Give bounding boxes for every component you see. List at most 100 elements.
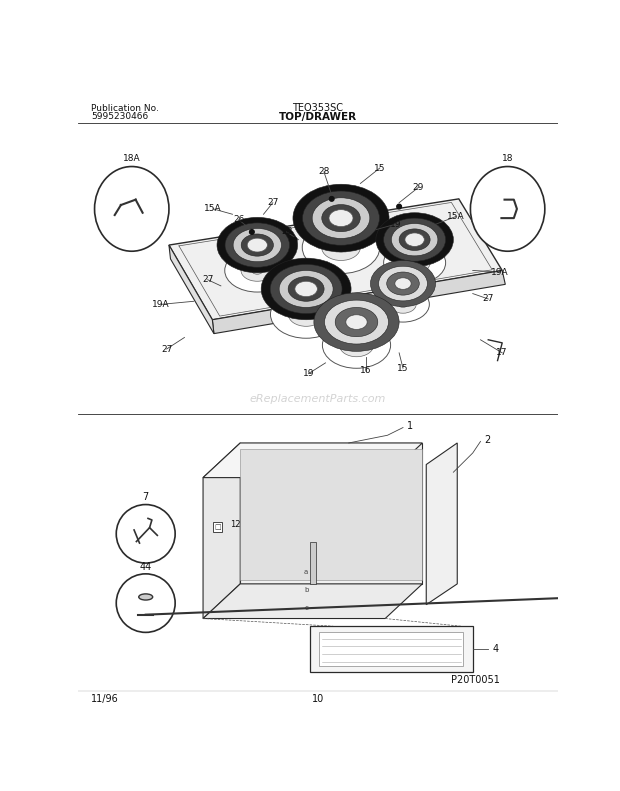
Polygon shape [310,542,316,584]
Ellipse shape [224,249,290,292]
Text: TEO353SC: TEO353SC [292,103,343,112]
Text: 4: 4 [492,645,498,654]
Ellipse shape [217,218,298,273]
Text: 5995230466: 5995230466 [92,112,149,121]
Text: Publication No.: Publication No. [92,104,159,113]
Ellipse shape [409,259,420,267]
Text: b: b [437,489,441,494]
Ellipse shape [314,293,399,351]
Polygon shape [203,443,422,478]
Text: 17: 17 [497,348,508,358]
Text: 16: 16 [360,366,371,375]
Ellipse shape [293,184,389,252]
Ellipse shape [303,221,379,274]
Circle shape [292,237,297,242]
Circle shape [249,229,254,234]
Ellipse shape [303,191,379,245]
Polygon shape [241,449,422,580]
Text: 19A: 19A [153,300,170,308]
Circle shape [397,204,402,209]
Text: a: a [304,570,308,575]
Ellipse shape [324,300,389,344]
Polygon shape [203,584,422,619]
Ellipse shape [384,242,446,283]
Ellipse shape [329,210,353,226]
Ellipse shape [395,278,411,290]
Ellipse shape [376,286,429,322]
Ellipse shape [247,238,267,252]
Ellipse shape [391,224,438,255]
Circle shape [329,196,334,201]
Ellipse shape [387,272,419,295]
Polygon shape [169,199,502,320]
Polygon shape [319,632,463,666]
Ellipse shape [322,322,391,369]
Ellipse shape [288,277,324,301]
Text: 28: 28 [281,228,293,237]
Ellipse shape [252,267,263,274]
Text: 29: 29 [413,183,424,192]
Text: □: □ [215,524,221,530]
Ellipse shape [139,594,153,600]
Ellipse shape [312,198,370,238]
Text: eReplacementParts.com: eReplacementParts.com [250,394,386,404]
Ellipse shape [300,310,312,319]
Ellipse shape [249,240,265,251]
Ellipse shape [295,282,317,297]
Ellipse shape [241,234,273,256]
Ellipse shape [407,234,422,245]
Ellipse shape [116,505,175,563]
Ellipse shape [384,218,446,261]
Polygon shape [169,245,214,334]
Ellipse shape [279,271,333,308]
Text: 2: 2 [484,435,490,445]
Ellipse shape [288,302,324,327]
Polygon shape [203,443,241,619]
Ellipse shape [322,234,360,260]
Ellipse shape [399,229,430,251]
Text: 18A: 18A [123,154,141,164]
Ellipse shape [297,283,315,295]
Ellipse shape [405,233,424,247]
Ellipse shape [340,334,373,357]
Ellipse shape [471,167,545,252]
Ellipse shape [395,278,411,290]
Text: 10: 10 [312,694,324,704]
Ellipse shape [241,259,273,282]
Text: 15A: 15A [447,212,464,221]
Ellipse shape [371,260,435,307]
Text: 7: 7 [143,492,149,502]
Polygon shape [212,271,505,334]
Text: b: b [437,512,441,517]
Ellipse shape [270,264,342,313]
Text: 18: 18 [502,154,513,164]
Text: c: c [304,605,308,611]
Text: 12: 12 [230,520,241,529]
Text: TOP/DRAWER: TOP/DRAWER [278,112,357,122]
Text: 11/96: 11/96 [92,694,119,704]
Text: P20T0051: P20T0051 [451,676,500,685]
Ellipse shape [270,290,342,339]
Polygon shape [427,443,458,604]
Text: 26: 26 [233,215,244,224]
Text: 15: 15 [374,164,386,172]
Text: 27: 27 [202,275,213,284]
Ellipse shape [233,229,281,262]
Text: 15A: 15A [205,204,222,214]
Text: 27: 27 [161,345,172,354]
Text: 27: 27 [267,199,278,207]
Ellipse shape [399,301,407,308]
Ellipse shape [376,213,453,267]
Ellipse shape [94,167,169,252]
Ellipse shape [331,211,351,225]
Ellipse shape [350,341,363,349]
Ellipse shape [399,252,430,273]
Polygon shape [310,626,472,672]
Text: 15: 15 [397,364,409,373]
Text: 44: 44 [140,562,152,572]
Text: 19: 19 [303,369,314,378]
Ellipse shape [346,315,367,329]
Ellipse shape [261,258,351,320]
Polygon shape [241,443,422,584]
Text: 27: 27 [482,294,494,304]
